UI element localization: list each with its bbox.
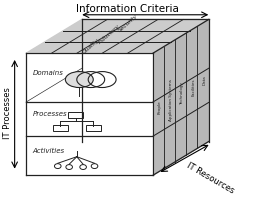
- Text: Activities: Activities: [32, 148, 64, 154]
- Text: Quality: Quality: [81, 37, 100, 55]
- Text: Application Systems: Application Systems: [168, 79, 172, 121]
- Text: Domains: Domains: [32, 70, 63, 76]
- Polygon shape: [152, 19, 208, 175]
- Text: Technology: Technology: [179, 82, 183, 105]
- Ellipse shape: [65, 71, 93, 88]
- Text: People: People: [157, 100, 161, 114]
- Text: Security: Security: [117, 13, 138, 33]
- Text: Facilities: Facilities: [190, 78, 194, 96]
- Text: IT Resources: IT Resources: [184, 161, 234, 195]
- Text: Information Criteria: Information Criteria: [76, 4, 178, 13]
- Polygon shape: [26, 53, 152, 175]
- Text: Fiduciary: Fiduciary: [98, 24, 121, 45]
- Text: Processes: Processes: [32, 111, 67, 117]
- Polygon shape: [26, 19, 208, 53]
- Text: IT Processes: IT Processes: [3, 87, 11, 139]
- Text: Data: Data: [202, 75, 205, 85]
